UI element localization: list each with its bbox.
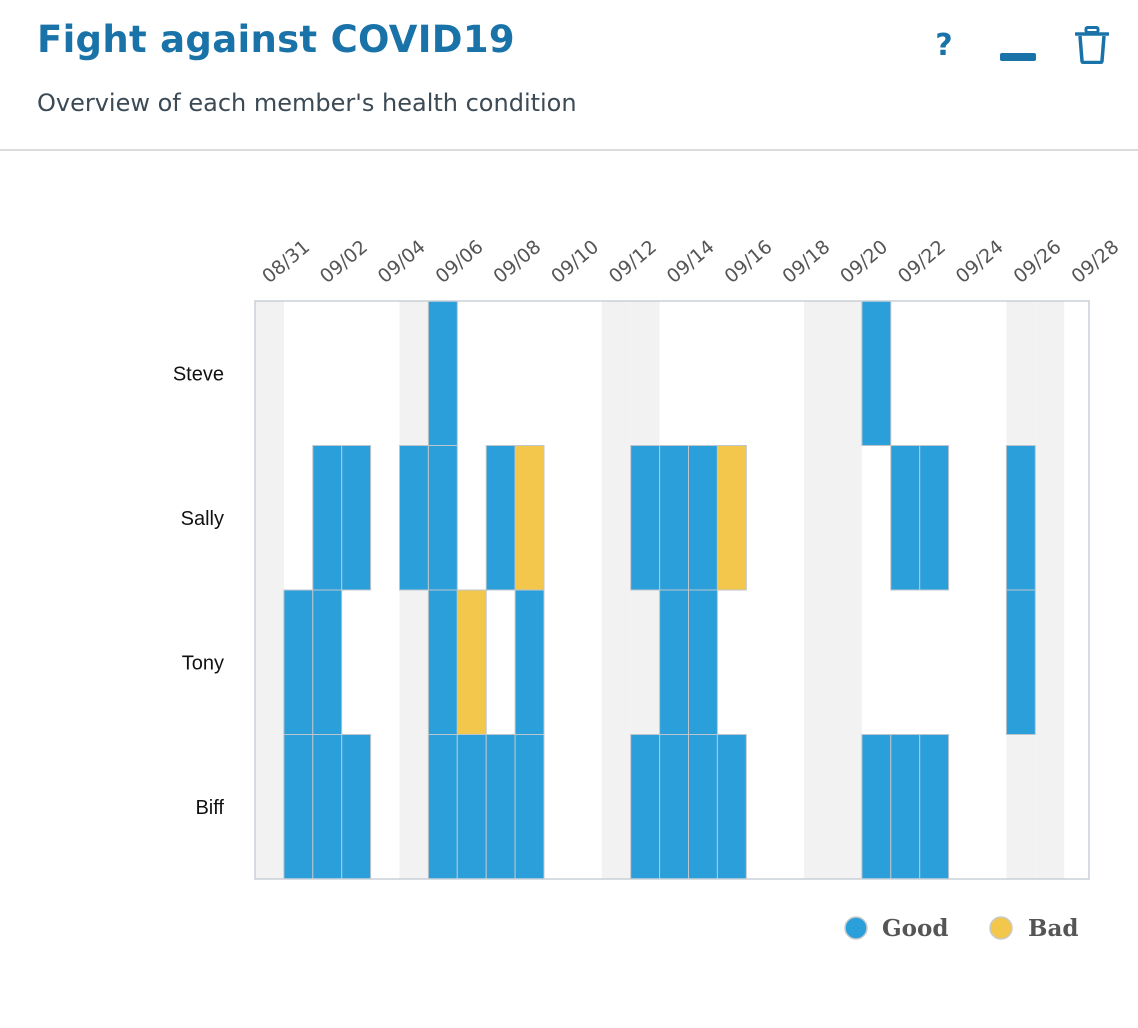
heatmap-cell xyxy=(283,734,314,880)
heatmap-cell xyxy=(283,589,314,735)
weekend-band xyxy=(1035,301,1065,879)
weekend-band xyxy=(255,301,284,879)
heatmap-cell xyxy=(919,734,950,880)
y-tick-label: Steve xyxy=(173,363,224,385)
heatmap-cell xyxy=(716,734,747,880)
x-tick-label: 09/18 xyxy=(778,236,834,288)
heatmap-cell xyxy=(514,734,545,880)
heatmap-cell xyxy=(427,734,458,880)
page-title: Fight against COVID19 xyxy=(37,18,515,61)
heatmap-cell xyxy=(659,445,689,591)
heatmap-cell xyxy=(890,445,921,591)
heatmap-cell xyxy=(341,734,372,880)
legend-label-bad: Bad xyxy=(1028,915,1078,942)
x-tick-label: 09/26 xyxy=(1009,236,1065,288)
heatmap-cell xyxy=(1005,589,1036,735)
heatmap-cell xyxy=(688,445,718,591)
x-tick-label: 09/04 xyxy=(374,236,430,288)
help-icon[interactable]: ? xyxy=(935,27,953,63)
x-tick-label: 09/12 xyxy=(605,236,661,288)
x-tick-label: 09/22 xyxy=(894,236,950,288)
heatmap-cell xyxy=(427,589,458,735)
heatmap-cell xyxy=(312,589,343,735)
x-tick-label: 09/20 xyxy=(836,236,892,288)
y-axis-labels: Steve Sally Tony Biff xyxy=(173,363,225,819)
heatmap-cells xyxy=(283,300,1036,880)
heatmap-cell xyxy=(890,734,921,880)
page-subtitle: Overview of each member's health conditi… xyxy=(37,89,577,117)
heatmap-cell xyxy=(861,300,892,446)
heatmap-cell xyxy=(688,589,718,735)
x-tick-label: 09/14 xyxy=(663,236,719,288)
heatmap-cell xyxy=(688,734,718,880)
x-tick-label: 09/24 xyxy=(952,236,1008,288)
y-tick-label: Biff xyxy=(195,797,224,819)
heatmap-cell xyxy=(1005,445,1036,591)
heatmap-cell xyxy=(485,445,516,591)
x-axis-labels: 08/31 09/02 09/04 09/06 09/08 09/10 09/12 09/14… xyxy=(258,236,1123,288)
heatmap-cell xyxy=(312,734,343,880)
x-tick-label: 09/28 xyxy=(1067,236,1123,288)
plot-border xyxy=(254,300,1090,880)
x-tick-label: 09/16 xyxy=(720,236,776,288)
heatmap-cell xyxy=(630,445,661,591)
heatmap-cell xyxy=(456,734,487,880)
heatmap-cell xyxy=(341,445,372,591)
x-tick-label: 09/02 xyxy=(316,236,372,288)
heatmap-cell xyxy=(630,734,661,880)
x-tick-label: 09/06 xyxy=(431,236,487,288)
weekend-band xyxy=(804,301,833,879)
x-tick-label: 09/08 xyxy=(489,236,545,288)
heatmap-cell xyxy=(716,445,747,591)
heatmap-cell xyxy=(659,589,689,735)
heatmap-cell xyxy=(919,445,950,591)
weekend-band xyxy=(601,301,631,879)
heatmap-cell xyxy=(427,300,458,446)
minimize-icon[interactable] xyxy=(996,24,1040,66)
heatmap-cell xyxy=(399,445,429,591)
heatmap-cell xyxy=(861,734,892,880)
legend-marker-good xyxy=(844,916,868,940)
legend-label-good: Good xyxy=(882,915,948,942)
heatmap-cell xyxy=(427,445,458,591)
legend-marker-bad xyxy=(989,916,1013,940)
trash-icon[interactable] xyxy=(1070,24,1114,66)
legend: Good Bad xyxy=(844,915,1078,942)
y-tick-label: Tony xyxy=(182,652,224,674)
x-tick-label: 08/31 xyxy=(258,236,314,288)
y-tick-label: Sally xyxy=(181,508,224,530)
heatmap-cell xyxy=(456,589,487,735)
heatmap-cell xyxy=(312,445,343,591)
heatmap-cell xyxy=(514,589,545,735)
widget-header: Fight against COVID19 Overview of each m… xyxy=(0,0,1138,151)
heatmap-cell xyxy=(514,445,545,591)
x-tick-label: 09/10 xyxy=(547,236,603,288)
heatmap-cell xyxy=(485,734,516,880)
heatmap-cell xyxy=(659,734,689,880)
weekend-band xyxy=(833,301,862,879)
